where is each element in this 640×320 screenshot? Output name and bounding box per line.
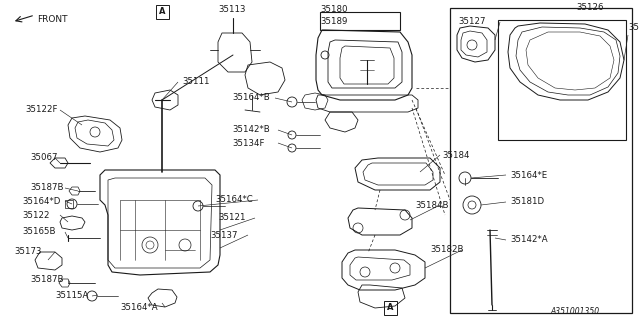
Text: A: A	[159, 7, 165, 17]
Text: 35164*D: 35164*D	[22, 196, 60, 205]
Text: 35122F: 35122F	[25, 106, 58, 115]
Text: 35173: 35173	[14, 247, 42, 257]
Text: A351001350: A351001350	[550, 308, 599, 316]
Text: 35122: 35122	[22, 211, 49, 220]
Text: 35126: 35126	[576, 4, 604, 12]
Text: 35142*B: 35142*B	[232, 125, 269, 134]
Text: 35184B: 35184B	[415, 201, 449, 210]
Text: FRONT: FRONT	[37, 15, 67, 25]
Text: 35187B: 35187B	[30, 183, 63, 193]
Bar	[383, 301, 397, 315]
Text: 35181D: 35181D	[510, 197, 544, 206]
Bar	[450, 8, 632, 313]
Text: 35180: 35180	[320, 5, 348, 14]
Bar	[498, 20, 626, 140]
Text: 35142*A: 35142*A	[510, 236, 548, 244]
Text: 35126A: 35126A	[628, 23, 640, 33]
Text: 35127: 35127	[458, 18, 486, 27]
Text: 35137: 35137	[210, 230, 237, 239]
Text: 35164*A: 35164*A	[120, 302, 157, 311]
Text: 35164*B: 35164*B	[232, 93, 269, 102]
Text: 35189: 35189	[320, 18, 348, 27]
Text: 35182B: 35182B	[430, 245, 463, 254]
Text: 35121: 35121	[218, 213, 246, 222]
Text: 35164*E: 35164*E	[510, 171, 547, 180]
Text: 35067: 35067	[30, 154, 58, 163]
Text: 35113: 35113	[218, 5, 246, 14]
Text: 35134F: 35134F	[232, 139, 264, 148]
Text: 35115A: 35115A	[55, 291, 88, 300]
Text: 35187B: 35187B	[30, 276, 63, 284]
Text: 35184: 35184	[442, 150, 470, 159]
Text: 35164*C: 35164*C	[215, 196, 253, 204]
Text: 35111: 35111	[182, 77, 209, 86]
Bar	[65, 200, 73, 208]
Text: 35165B: 35165B	[22, 228, 56, 236]
Bar	[156, 5, 168, 19]
Text: A: A	[387, 303, 393, 313]
Bar	[320, 12, 400, 30]
